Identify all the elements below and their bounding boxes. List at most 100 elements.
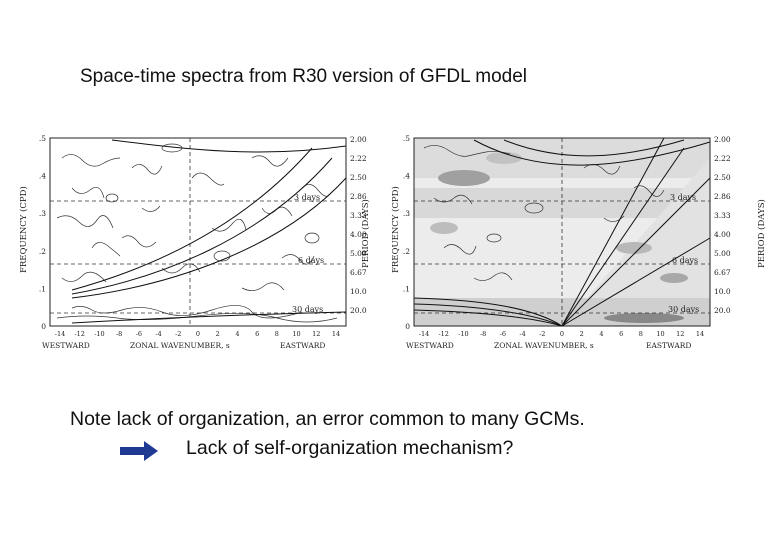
- left-xticks: -14 -12 -10 -8 -6 -4 -2 0 2 4 6 8 10 12 14: [55, 330, 340, 338]
- y-tick-label: .3: [39, 209, 46, 218]
- left-ref-lines: [50, 138, 346, 326]
- period-tick-label: 4.00: [714, 230, 731, 239]
- left-spectrum-figure: FREQUENCY (CPD) .5 .4 .3 .2 .1 0: [12, 128, 372, 354]
- x-tick-label: 8: [275, 330, 279, 338]
- x-tick-label: 14: [332, 330, 340, 338]
- left-contours: [56, 143, 338, 323]
- left-right-ticks: 2.00 2.22 2.50 2.86 3.33 4.00 5.00 6.67 10.0 20.0: [350, 135, 367, 315]
- period-tick-label: 10.0: [350, 287, 367, 296]
- period-tick-label: 20.0: [714, 306, 731, 315]
- period-tick-label: 2.22: [350, 154, 367, 163]
- period-tick-label: 3.33: [350, 211, 367, 220]
- right-day-label-30: 30 days: [668, 305, 699, 314]
- x-tick-label: 0: [196, 330, 200, 338]
- right-spectrum-figure: FREQUENCY (CPD) .5 .4 .3 .2 .1 0: [384, 128, 770, 354]
- right-ref-lines: [414, 138, 710, 326]
- y-tick-label: .5: [39, 134, 46, 143]
- right-dispersion-curves: [413, 137, 711, 327]
- y-tick-label: .4: [403, 172, 410, 181]
- period-tick-label: 2.00: [350, 135, 367, 144]
- period-tick-label: 20.0: [350, 306, 367, 315]
- right-x-label-eastward: EASTWARD: [646, 341, 691, 350]
- slide-title: Space-time spectra from R30 version of G…: [80, 66, 528, 87]
- y-tick-label: 0: [405, 322, 410, 331]
- y-tick-label: .5: [403, 134, 410, 143]
- left-y-axis-right-label: PERIOD (DAYS): [360, 199, 371, 268]
- left-day-label-3: 3 days: [294, 193, 320, 202]
- left-plot-frame: [49, 137, 347, 327]
- left-contour-region: 3 days 6 days 30 days: [49, 137, 347, 327]
- right-contours: [423, 145, 665, 281]
- caption-line-1: Note lack of organization, an error comm…: [70, 408, 585, 430]
- x-tick-label: -12: [438, 330, 448, 338]
- y-tick-label: .2: [403, 247, 410, 256]
- period-tick-label: 2.50: [714, 173, 731, 182]
- period-tick-label: 6.67: [350, 268, 367, 277]
- left-x-label-westward: WESTWARD: [42, 341, 90, 350]
- y-tick-label: .1: [403, 284, 410, 293]
- right-day-label-3: 3 days: [670, 193, 696, 202]
- right-yticks: .5 .4 .3 .2 .1 0: [403, 134, 410, 331]
- left-day-label-6: 6 days: [298, 256, 324, 265]
- period-tick-label: 4.00: [350, 230, 367, 239]
- period-tick-label: 6.67: [714, 268, 731, 277]
- x-tick-label: 12: [312, 330, 320, 338]
- y-tick-label: 0: [41, 322, 46, 331]
- x-tick-label: 10: [292, 330, 300, 338]
- x-tick-label: -4: [519, 330, 525, 338]
- x-tick-label: 4: [599, 330, 603, 338]
- x-tick-label: 2: [216, 330, 220, 338]
- period-tick-label: 5.00: [350, 249, 367, 258]
- left-day-label-30: 30 days: [292, 305, 323, 314]
- x-tick-label: 14: [696, 330, 704, 338]
- right-y-axis-right-label: PERIOD (DAYS): [756, 199, 767, 268]
- y-tick-label: .2: [39, 247, 46, 256]
- right-contour-region: 3 days 6 days 30 days: [413, 137, 711, 327]
- right-arrow-icon: [120, 441, 160, 466]
- y-tick-label: .1: [39, 284, 46, 293]
- period-tick-label: 2.50: [350, 173, 367, 182]
- x-tick-label: -10: [458, 330, 468, 338]
- right-y-axis-label: FREQUENCY (CPD): [390, 186, 401, 273]
- x-tick-label: 12: [676, 330, 684, 338]
- right-x-label-westward: WESTWARD: [406, 341, 454, 350]
- period-tick-label: 10.0: [714, 287, 731, 296]
- x-tick-label: -8: [480, 330, 486, 338]
- x-tick-label: 0: [560, 330, 564, 338]
- period-tick-label: 2.22: [714, 154, 731, 163]
- period-tick-label: 5.00: [714, 249, 731, 258]
- x-tick-label: -14: [419, 330, 429, 338]
- left-dispersion-curves: [71, 139, 347, 324]
- period-tick-label: 3.33: [714, 211, 731, 220]
- x-tick-label: -6: [136, 330, 142, 338]
- x-tick-label: -4: [155, 330, 161, 338]
- left-x-label-zonal: ZONAL WAVENUMBER, s: [130, 341, 230, 350]
- left-x-label-eastward: EASTWARD: [280, 341, 325, 350]
- x-tick-label: 6: [255, 330, 259, 338]
- x-tick-label: -10: [94, 330, 104, 338]
- x-tick-label: -2: [539, 330, 545, 338]
- right-x-label-zonal: ZONAL WAVENUMBER, s: [494, 341, 594, 350]
- caption-line-2: Lack of self-organization mechanism?: [186, 437, 514, 459]
- right-right-ticks: 2.00 2.22 2.50 2.86 3.33 4.00 5.00 6.67 10.0 20.0: [714, 135, 731, 315]
- right-rlabel-group: PERIOD (DAYS): [756, 199, 767, 268]
- y-tick-label: .4: [39, 172, 46, 181]
- x-tick-label: -6: [500, 330, 506, 338]
- x-tick-label: -14: [55, 330, 65, 338]
- left-yticks: .5 .4 .3 .2 .1 0: [39, 134, 46, 331]
- period-tick-label: 2.86: [350, 192, 367, 201]
- right-xticks: -14 -12 -10 -8 -6 -4 -2 0 2 4 6 8 10 12 14: [419, 330, 704, 338]
- x-tick-label: -8: [116, 330, 122, 338]
- x-tick-label: -2: [175, 330, 181, 338]
- right-ylabel-group: FREQUENCY (CPD): [390, 186, 401, 273]
- right-day-label-6: 6 days: [672, 256, 698, 265]
- x-tick-label: 10: [656, 330, 664, 338]
- x-tick-label: 8: [639, 330, 643, 338]
- x-tick-label: 2: [580, 330, 584, 338]
- x-tick-label: 4: [235, 330, 239, 338]
- period-tick-label: 2.86: [714, 192, 731, 201]
- left-ylabel-group: FREQUENCY (CPD): [18, 186, 29, 273]
- x-tick-label: -12: [74, 330, 84, 338]
- period-tick-label: 2.00: [714, 135, 731, 144]
- y-tick-label: .3: [403, 209, 410, 218]
